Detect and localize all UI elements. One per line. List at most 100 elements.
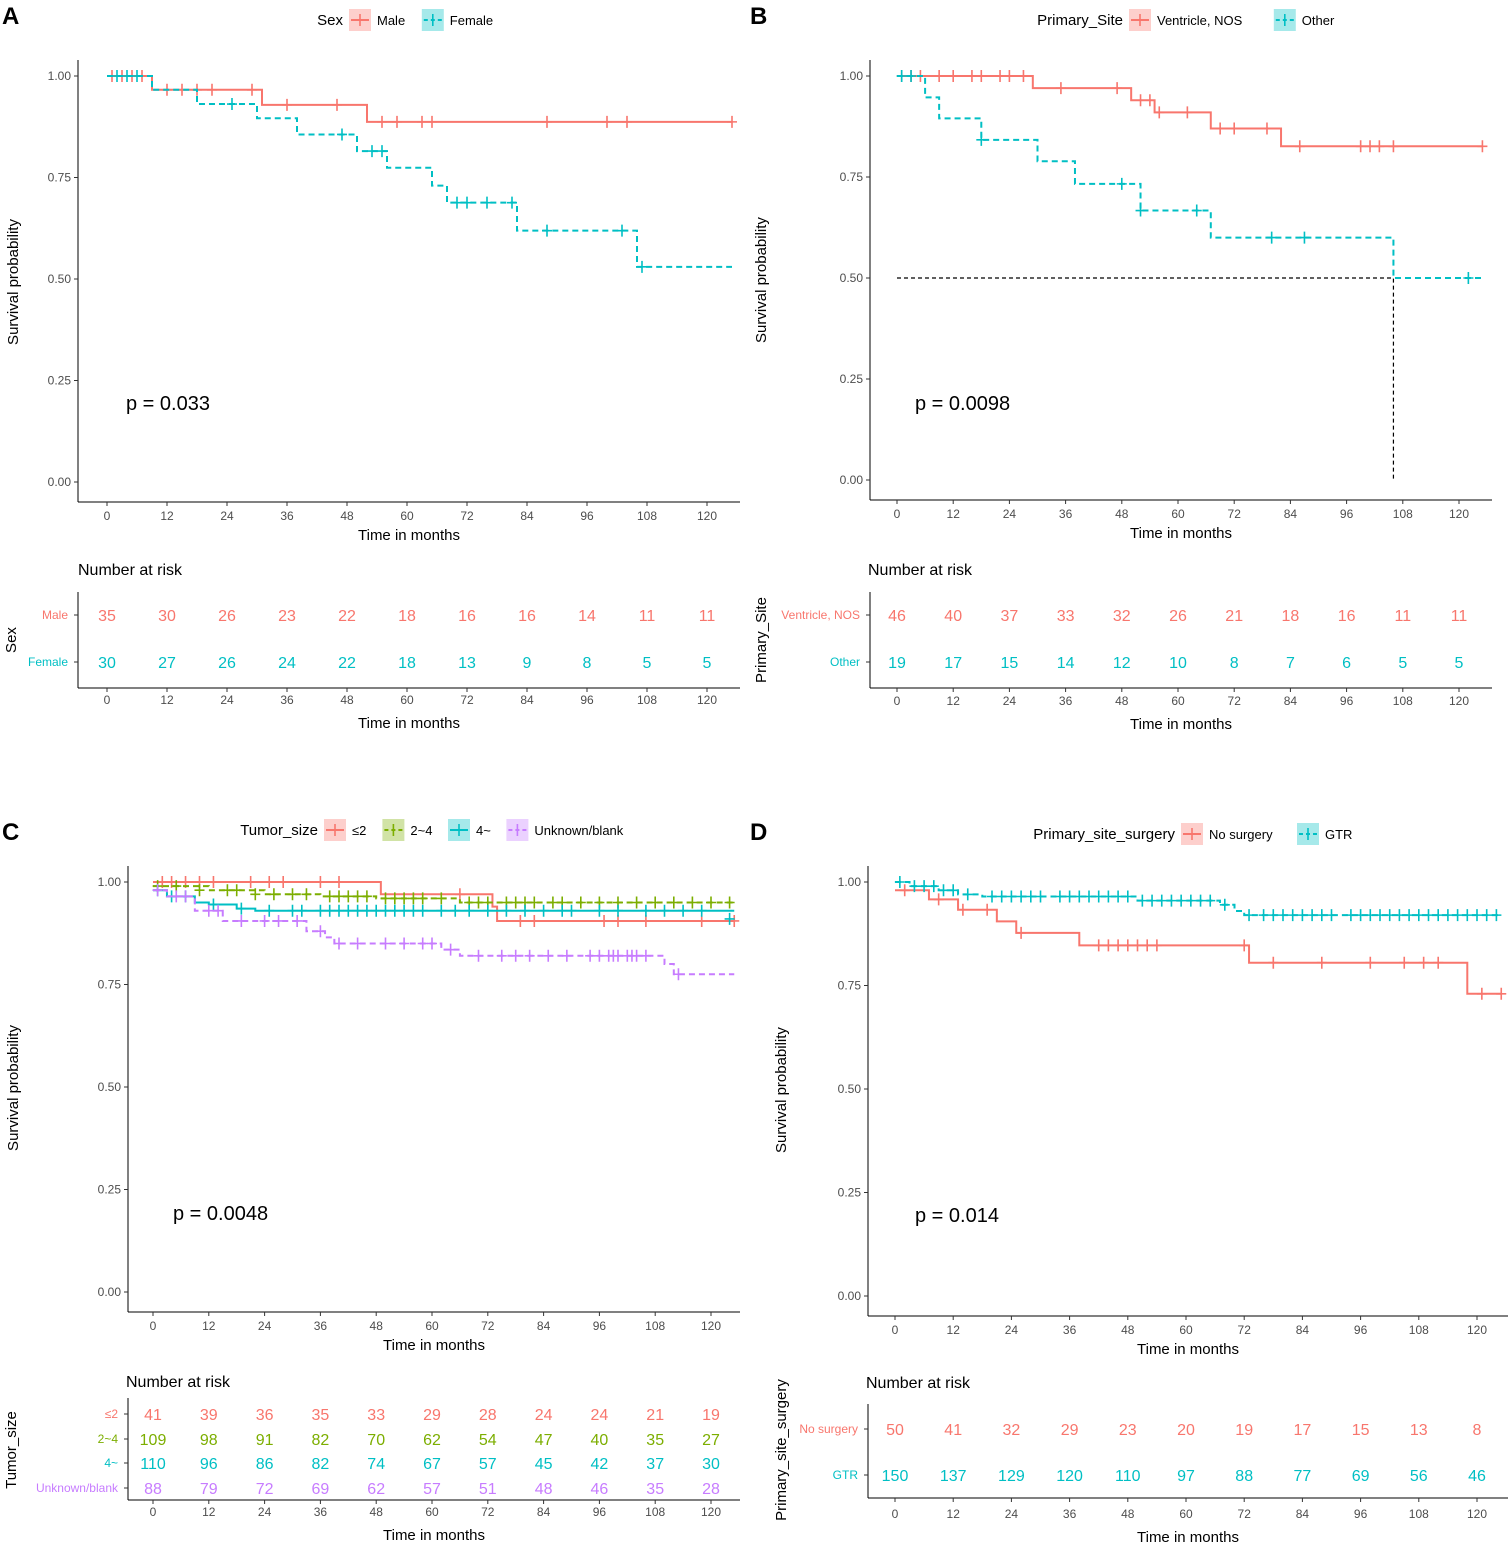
censor-mark xyxy=(962,888,973,901)
p-value: p = 0.0048 xyxy=(173,1203,268,1225)
x-tick-label: 24 xyxy=(258,1319,272,1333)
risk-count: 35 xyxy=(646,1481,664,1498)
risk-x-tick-label: 48 xyxy=(340,693,354,707)
censor-mark xyxy=(282,98,292,111)
legend-key xyxy=(448,819,470,841)
censor-mark xyxy=(132,70,142,82)
risk-count: 47 xyxy=(535,1432,553,1449)
risk-count: 33 xyxy=(1057,608,1075,625)
panel-a: A 0.00 0.25 0.50 0.75 1.00 0 12 24 36 48 60 72 84 96 10… xyxy=(2,3,740,732)
risk-count: 30 xyxy=(158,608,176,625)
censor-mark xyxy=(417,904,428,917)
censor-mark xyxy=(436,892,447,905)
x-tick-label: 0 xyxy=(150,1319,157,1333)
censor-mark xyxy=(996,890,1007,903)
censor-mark xyxy=(724,912,735,925)
censor-mark xyxy=(301,888,312,901)
risk-x-tick-label: 24 xyxy=(1003,694,1017,708)
censor-mark xyxy=(524,949,535,962)
censor-mark xyxy=(436,904,447,917)
censor-mark xyxy=(112,70,122,82)
risk-count: 28 xyxy=(702,1481,720,1498)
risk-count: 16 xyxy=(1338,608,1356,625)
risk-row-label: Unknown/blank xyxy=(36,1481,119,1495)
censor-mark xyxy=(515,914,526,927)
censor-mark xyxy=(1074,890,1085,903)
censor-mark xyxy=(547,896,558,909)
risk-count: 88 xyxy=(1235,1468,1253,1485)
risk-count: 40 xyxy=(944,608,962,625)
y-tick-label: 0.50 xyxy=(838,1082,862,1096)
risk-count: 18 xyxy=(1282,608,1300,625)
censor-mark xyxy=(1018,70,1029,82)
censor-mark xyxy=(496,949,507,962)
legend-label: Other xyxy=(1302,13,1335,28)
censor-mark xyxy=(1185,894,1196,907)
risk-count: 82 xyxy=(312,1456,330,1473)
x-tick-label: 60 xyxy=(425,1319,439,1333)
censor-mark xyxy=(222,884,233,897)
y-axis-title: Survival probability xyxy=(753,217,770,343)
risk-count: 13 xyxy=(458,655,476,672)
censor-mark xyxy=(473,896,484,909)
x-tick-label: 108 xyxy=(1409,1323,1429,1337)
censor-mark xyxy=(966,70,977,82)
censor-mark xyxy=(529,896,540,909)
risk-count: 88 xyxy=(144,1481,162,1498)
risk-x-tick-label: 48 xyxy=(370,1505,384,1519)
censor-mark xyxy=(982,903,993,916)
censor-mark xyxy=(948,70,959,82)
censor-mark xyxy=(315,876,326,888)
risk-x-tick-label: 120 xyxy=(1449,694,1469,708)
x-tick-label: 36 xyxy=(314,1319,328,1333)
risk-count: 97 xyxy=(1177,1468,1195,1485)
censor-mark xyxy=(696,914,707,927)
risk-x-tick-label: 24 xyxy=(258,1505,272,1519)
risk-count: 109 xyxy=(140,1432,167,1449)
censor-mark xyxy=(408,892,419,905)
censor-mark xyxy=(1258,909,1269,922)
censor-mark xyxy=(334,876,344,888)
censor-mark xyxy=(928,880,939,893)
x-tick-label: 12 xyxy=(202,1319,216,1333)
x-tick-label: 24 xyxy=(1005,1323,1019,1337)
risk-count: 51 xyxy=(479,1481,497,1498)
censor-mark xyxy=(906,70,917,82)
risk-x-axis-title: Time in months xyxy=(383,1527,485,1544)
censor-mark xyxy=(650,896,661,909)
censor-mark xyxy=(585,949,596,962)
censor-mark xyxy=(380,904,391,917)
risk-x-tick-label: 108 xyxy=(637,693,657,707)
censor-mark xyxy=(450,904,461,917)
risk-strata-title: Primary_site_surgery xyxy=(773,1379,790,1521)
x-tick-label: 120 xyxy=(701,1319,721,1333)
risk-row-label: Female xyxy=(28,655,68,669)
censor-mark xyxy=(1137,894,1148,907)
censor-mark xyxy=(542,115,552,128)
censor-mark xyxy=(1142,939,1153,952)
x-tick-label: 36 xyxy=(280,509,294,523)
censor-mark xyxy=(1229,122,1240,135)
censor-mark xyxy=(1481,909,1492,922)
risk-x-tick-label: 72 xyxy=(1228,694,1242,708)
legend-key xyxy=(324,819,346,841)
censor-mark xyxy=(334,937,344,950)
censor-mark xyxy=(1215,122,1226,135)
risk-x-tick-label: 108 xyxy=(1409,1507,1429,1521)
risk-count: 57 xyxy=(479,1456,497,1473)
censor-mark xyxy=(617,224,627,237)
censor-mark xyxy=(1182,106,1193,119)
censor-mark xyxy=(380,937,391,950)
censor-mark xyxy=(1205,894,1216,907)
y-tick-label: 0.75 xyxy=(840,170,864,184)
censor-mark xyxy=(543,949,554,962)
risk-count: 24 xyxy=(591,1407,609,1424)
risk-x-axis-title: Time in months xyxy=(358,715,460,732)
censor-mark xyxy=(1016,890,1027,903)
risk-x-tick-label: 96 xyxy=(580,693,594,707)
censor-mark xyxy=(462,196,472,209)
risk-count: 54 xyxy=(479,1432,497,1449)
risk-count: 23 xyxy=(1119,1422,1137,1439)
risk-x-tick-label: 36 xyxy=(314,1505,328,1519)
censor-mark xyxy=(1413,909,1424,922)
